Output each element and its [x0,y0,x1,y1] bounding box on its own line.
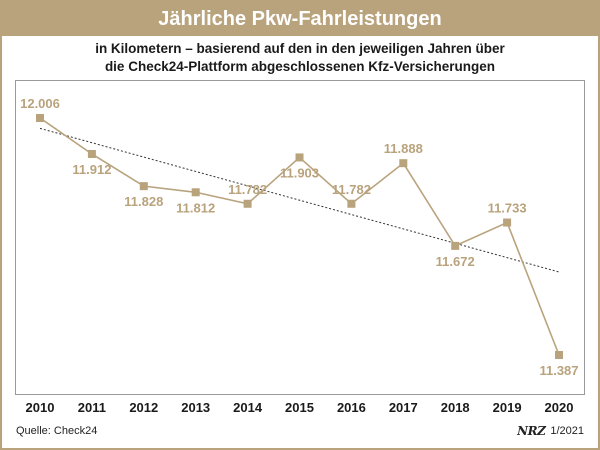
data-label: 12.006 [20,96,60,111]
data-point [503,218,512,227]
publish-date: 1/2021 [550,425,584,437]
x-tick-label: 2011 [78,400,106,415]
x-tick-label: 2016 [337,400,366,415]
x-tick-label: 2019 [493,400,522,415]
data-label: 11.903 [280,165,319,180]
publisher-logo: NRZ [517,424,546,438]
data-point [243,199,252,208]
data-label: 11.912 [72,162,111,177]
chart-subtitle: in Kilometern – basierend auf den in den… [0,40,600,76]
data-label: 11.733 [488,201,527,216]
plot-area [15,80,585,395]
credit: NRZ 1/2021 [517,424,584,438]
data-point [451,241,460,250]
x-tick-label: 2015 [285,400,314,415]
data-label: 11.888 [384,141,423,156]
data-label: 11.672 [436,254,475,269]
data-label: 11.782 [332,182,371,197]
data-point [347,199,356,208]
data-point [399,159,408,168]
subtitle-line-2: die Check24-Plattform abgeschlossenen Kf… [104,59,496,74]
trendline [39,127,560,273]
data-label: 11.782 [228,182,267,197]
x-tick-label: 2020 [545,400,574,415]
subtitle-line-1: in Kilometern – basierend auf den in den… [95,41,505,56]
data-point [36,114,44,122]
source-note: Quelle: Check24 [16,425,98,437]
x-tick-label: 2010 [26,400,55,415]
data-point [555,351,563,359]
data-label: 11.828 [124,194,163,209]
x-tick-label: 2012 [129,400,158,415]
x-tick-label: 2018 [441,400,470,415]
data-point [191,188,200,197]
data-label: 11.812 [176,200,215,215]
x-tick-label: 2013 [181,400,210,415]
x-tick-label: 2017 [389,400,418,415]
chart-title: Jährliche Pkw-Fahrleistungen [2,2,598,36]
data-point [87,149,96,158]
x-tick-label: 2014 [233,400,263,415]
data-point [139,182,148,191]
data-label: 11.387 [539,363,578,378]
data-point [295,153,304,162]
